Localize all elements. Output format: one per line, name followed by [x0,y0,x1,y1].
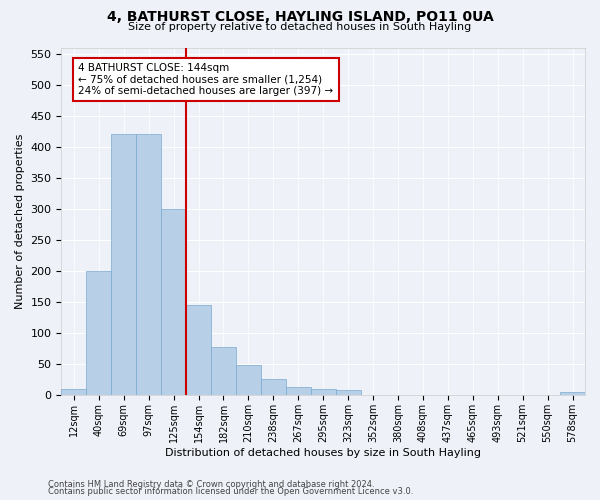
Text: Contains public sector information licensed under the Open Government Licence v3: Contains public sector information licen… [48,487,413,496]
Bar [261,380,286,395]
Text: 4, BATHURST CLOSE, HAYLING ISLAND, PO11 0UA: 4, BATHURST CLOSE, HAYLING ISLAND, PO11 … [107,10,493,24]
Bar [111,134,136,395]
Bar [186,305,211,395]
Bar [136,134,161,395]
Bar [211,346,236,395]
Bar [335,390,361,395]
Y-axis label: Number of detached properties: Number of detached properties [15,134,25,309]
Bar [311,388,335,395]
Bar [560,392,585,395]
Bar [236,364,261,395]
Text: Contains HM Land Registry data © Crown copyright and database right 2024.: Contains HM Land Registry data © Crown c… [48,480,374,489]
Bar [61,388,86,395]
Bar [286,387,311,395]
X-axis label: Distribution of detached houses by size in South Hayling: Distribution of detached houses by size … [165,448,481,458]
Text: Size of property relative to detached houses in South Hayling: Size of property relative to detached ho… [128,22,472,32]
Bar [161,209,186,395]
Bar [86,271,111,395]
Text: 4 BATHURST CLOSE: 144sqm
← 75% of detached houses are smaller (1,254)
24% of sem: 4 BATHURST CLOSE: 144sqm ← 75% of detach… [79,63,334,96]
